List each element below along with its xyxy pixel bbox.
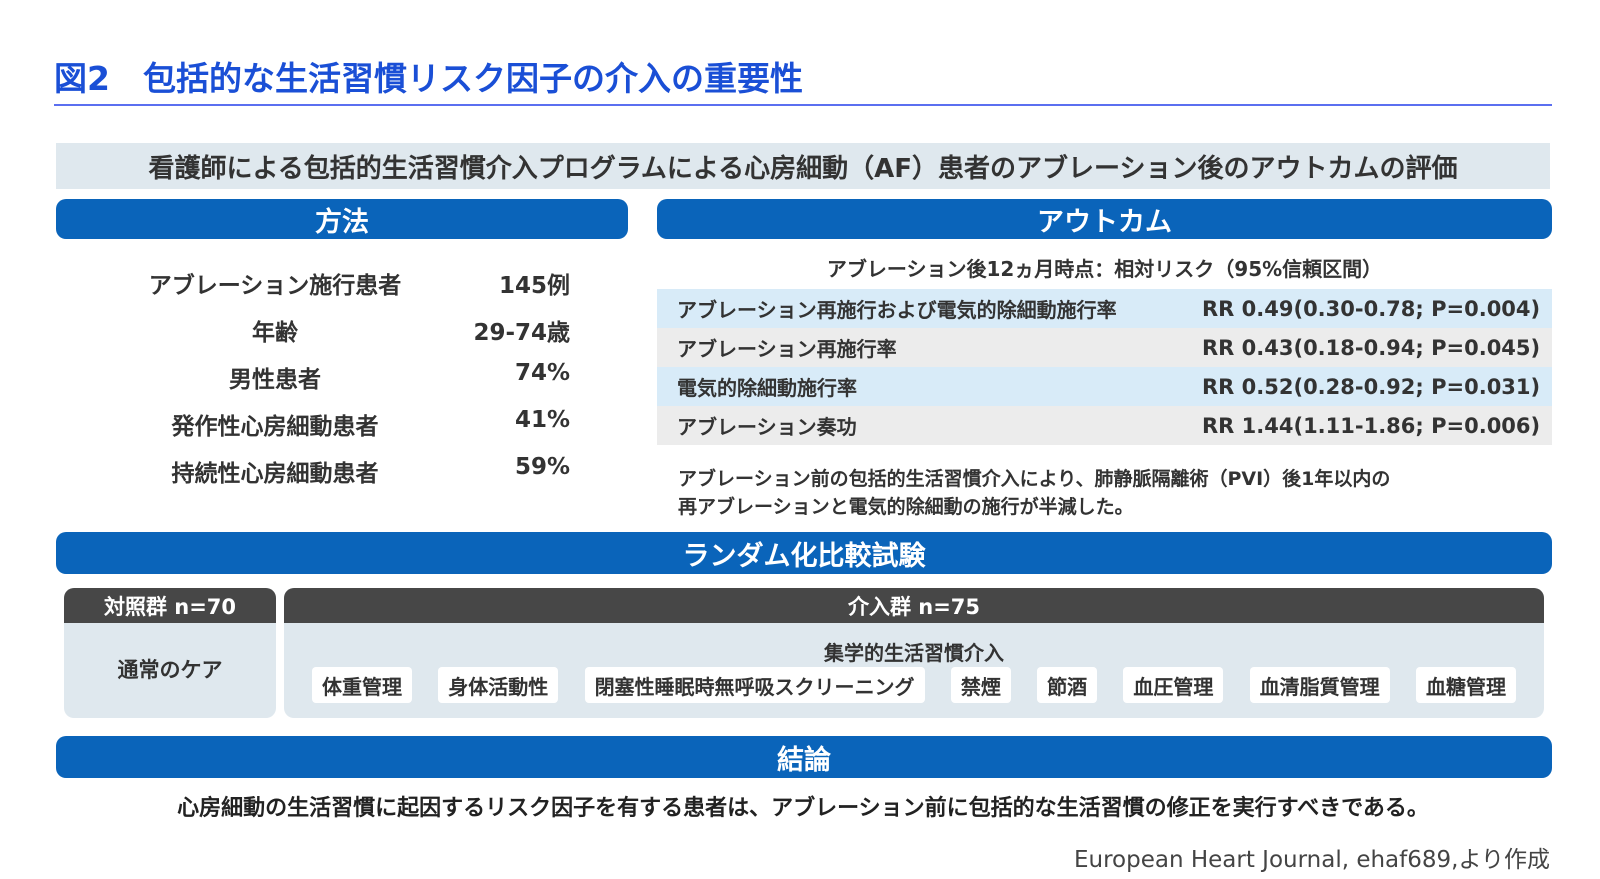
control-care-label: 通常のケア xyxy=(117,658,223,682)
intervention-items: 体重管理 身体活動性 閉塞性睡眠時無呼吸スクリーニング 禁煙 節酒 血圧管理 血… xyxy=(312,667,1516,703)
source-citation: European Heart Journal, ehaf689,より作成 xyxy=(1073,847,1550,873)
outcome-label: アブレーション奏功 xyxy=(677,415,857,439)
outcome-value: RR 0.49(0.30-0.78; P=0.004) xyxy=(1202,296,1541,321)
outcome-note-line: アブレーション前の包括的生活習慣介入により、肺静脈隔離術（PVI）後1年以内の xyxy=(678,468,1391,490)
control-group-panel: 対照群 n=70 通常のケア xyxy=(64,588,276,718)
method-label: 男性患者 xyxy=(229,367,321,393)
intervention-chip: 体重管理 xyxy=(312,667,412,703)
rct-header: ランダム化比較試験 xyxy=(56,532,1552,574)
outcome-label: アブレーション再施行率 xyxy=(677,337,897,361)
method-label: 年齢 xyxy=(252,320,298,346)
method-label: 持続性心房細動患者 xyxy=(171,461,379,487)
control-group-header: 対照群 n=70 xyxy=(64,588,276,623)
conclusion-text: 心房細動の生活習慣に起因するリスク因子を有する患者は、アブレーション前に包括的な… xyxy=(177,796,1429,821)
outcome-subtitle: アブレーション後12ヵ月時点：相対リスク（95%信頼区間） xyxy=(826,257,1383,281)
outcome-value: RR 0.52(0.28-0.92; P=0.031) xyxy=(1202,374,1541,399)
method-row: 持続性心房細動患者 59% xyxy=(130,454,571,494)
method-label: アブレーション施行患者 xyxy=(148,273,402,299)
outcome-note-line: 再アブレーションと電気的除細動の施行が半減した。 xyxy=(678,496,1134,518)
intervention-chip: 血圧管理 xyxy=(1123,667,1224,703)
outcome-row: アブレーション再施行率 RR 0.43(0.18-0.94; P=0.045) xyxy=(657,328,1552,367)
method-value: 59% xyxy=(514,454,570,480)
title-divider xyxy=(54,104,1552,106)
intervention-chip: 禁煙 xyxy=(950,667,1011,703)
outcome-row: アブレーション再施行および電気的除細動施行率 RR 0.49(0.30-0.78… xyxy=(657,289,1552,328)
method-row: 年齢 29-74歳 xyxy=(130,313,570,353)
intervention-chip: 血清脂質管理 xyxy=(1249,667,1390,703)
outcome-header: アウトカム xyxy=(657,199,1552,239)
outcome-row: アブレーション奏功 RR 1.44(1.11-1.86; P=0.006) xyxy=(657,406,1552,445)
outcome-value: RR 0.43(0.18-0.94; P=0.045) xyxy=(1202,335,1541,360)
intervention-chip: 身体活動性 xyxy=(438,667,559,703)
method-row: 発作性心房細動患者 41% xyxy=(130,407,571,447)
method-value: 41% xyxy=(514,407,570,433)
study-title: 看護師による包括的生活習慣介入プログラムによる心房細動（AF）患者のアブレーショ… xyxy=(56,143,1550,189)
intervention-group-header: 介入群 n=75 xyxy=(284,588,1544,623)
figure-title: 図2 包括的な生活習慣リスク因子の介入の重要性 xyxy=(54,59,803,98)
intervention-subtitle: 集学的生活習慣介入 xyxy=(824,641,1004,665)
intervention-chip: 節酒 xyxy=(1037,667,1098,703)
intervention-group-panel: 介入群 n=75 集学的生活習慣介入 体重管理 身体活動性 閉塞性睡眠時無呼吸ス… xyxy=(284,588,1544,718)
method-value: 145例 xyxy=(498,273,570,299)
method-value: 74% xyxy=(514,360,570,386)
outcome-label: アブレーション再施行および電気的除細動施行率 xyxy=(677,298,1117,322)
method-value: 29-74歳 xyxy=(473,320,570,346)
method-label: 発作性心房細動患者 xyxy=(171,414,379,440)
methods-header: 方法 xyxy=(56,199,628,239)
method-row: アブレーション施行患者 145例 xyxy=(130,266,570,306)
outcome-label: 電気的除細動施行率 xyxy=(677,376,857,400)
intervention-chip: 閉塞性睡眠時無呼吸スクリーニング xyxy=(584,667,925,703)
outcome-row: 電気的除細動施行率 RR 0.52(0.28-0.92; P=0.031) xyxy=(657,367,1552,406)
conclusion-header: 結論 xyxy=(56,736,1552,778)
intervention-chip: 血糖管理 xyxy=(1415,667,1516,703)
outcome-value: RR 1.44(1.11-1.86; P=0.006) xyxy=(1202,413,1541,438)
method-row: 男性患者 74% xyxy=(130,360,570,400)
outcome-note: アブレーション前の包括的生活習慣介入により、肺静脈隔離術（PVI）後1年以内の … xyxy=(678,465,1538,521)
